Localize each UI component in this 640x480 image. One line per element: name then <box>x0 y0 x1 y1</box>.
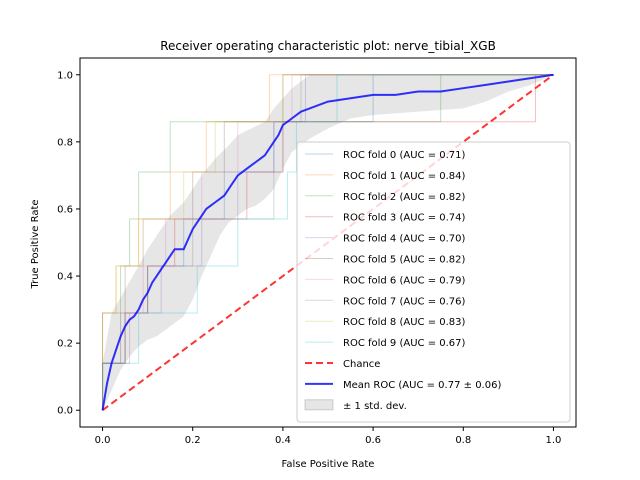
legend-label-5: ROC fold 5 (AUC = 0.82) <box>343 255 466 266</box>
legend-label-2: ROC fold 2 (AUC = 0.82) <box>343 192 466 203</box>
legend-label-0: ROC fold 0 (AUC = 0.71) <box>343 150 466 161</box>
legend-label-6: ROC fold 6 (AUC = 0.79) <box>343 275 466 286</box>
axes-frame <box>79 57 577 428</box>
x-tick-label: 0.2 <box>185 435 201 446</box>
y-tick-label: 0.8 <box>57 137 73 148</box>
y-axis-title: True Positive Rate <box>30 199 41 289</box>
series-line-0 <box>102 74 554 411</box>
legend-label-3: ROC fold 3 (AUC = 0.74) <box>343 213 466 224</box>
series-line-11 <box>101 73 554 411</box>
series-line-7 <box>102 74 554 411</box>
x-tick-label: 0.4 <box>275 435 291 446</box>
series-line-1 <box>102 74 554 411</box>
y-tick-label: 0.0 <box>57 406 73 417</box>
legend-swatch-band <box>304 399 334 411</box>
legend-label-11: Mean ROC (AUC = 0.77 ± 0.06) <box>343 380 501 391</box>
x-tick-label: 0.0 <box>95 435 111 446</box>
legend-label-1: ROC fold 1 (AUC = 0.84) <box>343 171 466 182</box>
axes: 0.0 0.2 0.4 0.6 0.8 1.0 0.0 0.2 0.4 0.6 0.8 1.0 <box>57 57 577 446</box>
series-line-8 <box>102 74 554 411</box>
chart-title: Receiver operating characteristic plot: … <box>160 39 496 53</box>
series-line-4 <box>102 74 554 411</box>
x-tick-label: 1.0 <box>546 435 562 446</box>
std-dev-band <box>102 74 554 411</box>
legend-label-12: ± 1 std. dev. <box>343 401 407 412</box>
series-line-2 <box>102 74 554 411</box>
series-line-6 <box>102 74 554 411</box>
legend-label-4: ROC fold 4 (AUC = 0.70) <box>343 234 466 245</box>
series-line-9 <box>102 74 554 411</box>
legend: ROC fold 0 (AUC = 0.71) ROC fold 1 (AUC =… <box>296 141 571 423</box>
y-tick-label: 0.4 <box>57 272 73 283</box>
series-line-3 <box>102 74 554 411</box>
y-tick-label: 0.2 <box>57 339 73 350</box>
legend-label-8: ROC fold 8 (AUC = 0.83) <box>343 317 466 328</box>
legend-label-10: Chance <box>343 359 380 370</box>
x-axis-title: False Positive Rate <box>282 459 375 470</box>
x-tick-label: 0.8 <box>455 435 471 446</box>
y-tick-label: 1.0 <box>57 70 73 81</box>
series-line-5 <box>102 74 554 411</box>
y-tick-label: 0.6 <box>57 204 73 215</box>
legend-label-9: ROC fold 9 (AUC = 0.67) <box>343 338 466 349</box>
legend-box <box>296 141 571 423</box>
legend-label-7: ROC fold 7 (AUC = 0.76) <box>343 296 466 307</box>
x-tick-label: 0.6 <box>365 435 381 446</box>
